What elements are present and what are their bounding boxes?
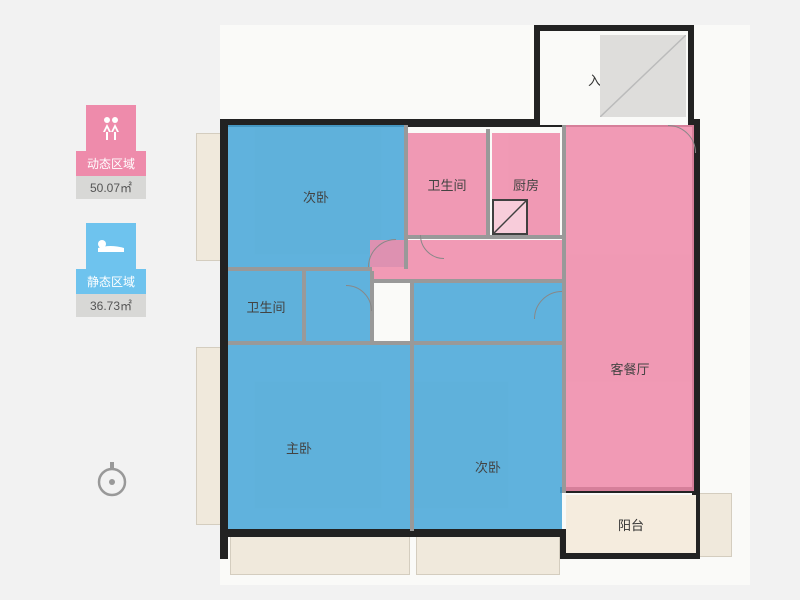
exterior-block — [416, 535, 560, 575]
legend-dynamic-value: 50.07㎡ — [76, 176, 146, 199]
legend-dynamic: 动态区域 50.07㎡ — [76, 105, 146, 199]
wall — [220, 529, 566, 537]
room-divider — [370, 279, 566, 283]
room-divider — [486, 129, 490, 237]
room-divider — [410, 279, 414, 531]
wall — [688, 25, 694, 125]
room-label-living: 客餐厅 — [610, 359, 649, 378]
room-bathroom1: 卫生间 — [408, 133, 486, 235]
room-masterbed: 主卧 — [228, 345, 410, 529]
people-icon — [86, 105, 136, 151]
room-divider — [228, 267, 372, 271]
room-divider — [302, 271, 306, 341]
room-label-masterbed: 主卧 — [286, 438, 312, 457]
room-label-bathroom2: 卫生间 — [246, 297, 285, 316]
room-label-cibedroom2: 次卧 — [475, 457, 501, 476]
legend-static-label: 静态区域 — [76, 269, 146, 294]
shower-box — [492, 199, 528, 235]
floorplan: 入户花园次卧卫生间厨房客餐厅卫生间主卧次卧阳台 — [220, 25, 750, 585]
wall — [220, 119, 228, 559]
wall — [534, 25, 694, 31]
compass-icon — [96, 462, 128, 494]
room-label-bathroom1: 卫生间 — [427, 175, 466, 194]
room-cibedroom2: 次卧 — [414, 283, 562, 529]
room-bathroom2: 卫生间 — [228, 271, 304, 341]
legend-static-value: 36.73㎡ — [76, 294, 146, 317]
wall — [560, 553, 700, 559]
room-divider — [562, 125, 566, 493]
room-living: 客餐厅 — [566, 125, 694, 491]
room-divider — [404, 125, 408, 269]
room-label-cibedroom1: 次卧 — [303, 187, 329, 206]
sleep-icon — [86, 223, 136, 269]
room-label-kitchen: 厨房 — [513, 175, 539, 194]
garden-hatch — [600, 35, 686, 117]
exterior-block — [698, 493, 732, 557]
room-divider — [228, 341, 566, 345]
legend-dynamic-label: 动态区域 — [76, 151, 146, 176]
room-label-balcony: 阳台 — [618, 515, 644, 534]
legend-static: 静态区域 36.73㎡ — [76, 223, 146, 317]
exterior-block — [230, 535, 410, 575]
legend: 动态区域 50.07㎡ 静态区域 36.73㎡ — [76, 105, 146, 341]
room-corridor — [370, 240, 566, 280]
room-balcony: 阳台 — [566, 495, 696, 553]
